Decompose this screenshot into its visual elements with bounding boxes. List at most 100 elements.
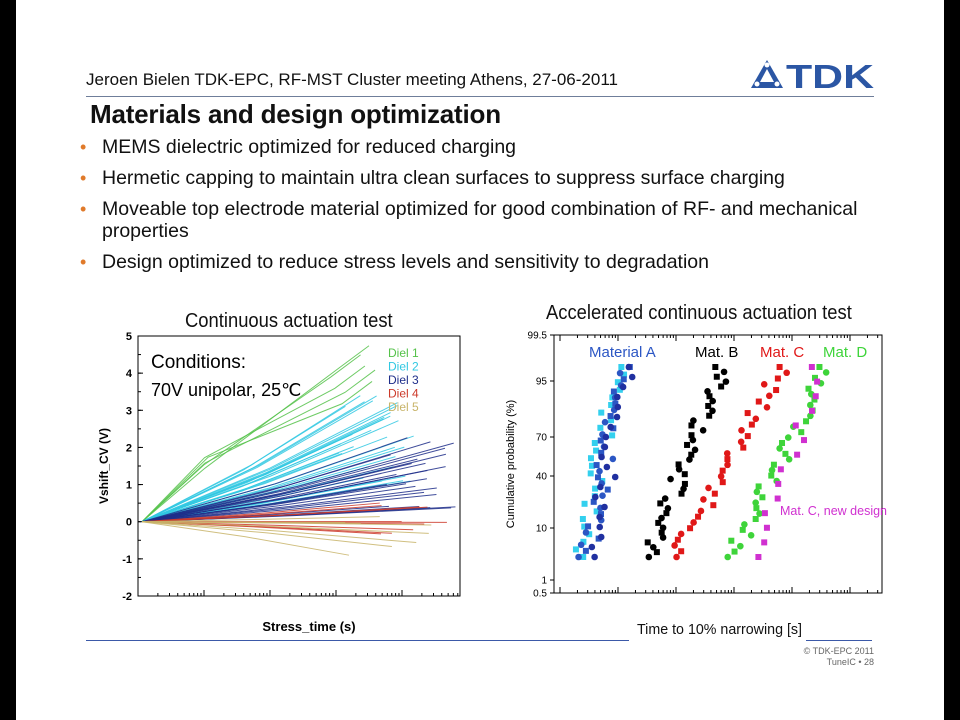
chart2-data-point	[658, 529, 665, 536]
chart2-data-point	[586, 531, 593, 538]
chart2-data-point	[684, 441, 691, 448]
chart2-data-point	[628, 373, 636, 381]
chart2-data-point	[752, 415, 760, 423]
chart2-data-point	[580, 554, 587, 560]
chart2-data-point	[744, 433, 751, 440]
chart1-legend-entry: Diel 1	[388, 346, 419, 360]
chart2-data-point	[812, 393, 819, 400]
chart1-xlabel: Stress_time (s)	[262, 619, 355, 634]
chart2-data-point	[737, 438, 745, 446]
chart2-data-point	[616, 369, 624, 377]
chart1-series-line	[141, 441, 431, 523]
chart2-data-point	[776, 445, 783, 452]
bullet-text: Moveable top electrode material optimize…	[102, 198, 858, 242]
copyright-line: © TDK-EPC 2011	[803, 646, 874, 656]
chart2-data-point	[602, 433, 610, 441]
chart2-data-point	[588, 462, 595, 469]
chart1-series-line	[141, 437, 408, 523]
chart2-data-point	[724, 456, 731, 463]
chart2-data-point	[596, 513, 603, 521]
chart2-data-point	[785, 455, 793, 463]
chart2-data-point	[580, 538, 587, 545]
chart2-data-point	[581, 500, 588, 507]
chart2-data-point	[661, 495, 669, 502]
chart2-data-point	[755, 554, 762, 560]
chart1-series-line	[141, 447, 446, 523]
chart2-data-point	[763, 524, 770, 531]
chart2-data-point	[723, 450, 731, 457]
chart2-data-point	[784, 434, 792, 441]
chart2-data-point	[808, 364, 815, 370]
chart2-data-point	[774, 375, 781, 382]
chart2-data-point	[663, 510, 670, 517]
chart2-data-point	[690, 417, 697, 424]
chart2-data-point	[695, 513, 702, 520]
chart2-data-point	[588, 543, 596, 551]
chart2-data-point	[675, 461, 682, 468]
chart2-data-point	[678, 548, 685, 555]
chart2-data-point	[688, 451, 695, 458]
chart2-data-point	[731, 548, 738, 555]
chart1-ytick-label: 2	[126, 442, 132, 454]
chart2-data-point	[782, 450, 789, 457]
bullet-text: MEMS dielectric optimized for reduced ch…	[102, 136, 517, 158]
header-rule	[86, 96, 874, 97]
chart1-series-line	[141, 485, 416, 523]
chart1-annotation-line1: Conditions:	[151, 352, 246, 373]
chart2-data-point	[705, 402, 712, 409]
chart1-series-line	[141, 516, 380, 523]
chart2-data-point	[783, 369, 790, 377]
chart1-ytick-label: 1	[126, 480, 132, 492]
chart2-data-point	[711, 490, 718, 497]
chart1-legend-entry: Diel 5	[388, 400, 419, 414]
chart2-data-point	[811, 374, 818, 381]
chart2-data-point	[755, 398, 762, 405]
chart2-data-point	[609, 455, 617, 463]
chart2-data-point	[613, 413, 621, 421]
chart2-data-point	[717, 473, 725, 480]
chart2-data-point	[653, 549, 660, 556]
slide-header: Jeroen Bielen TDK-EPC, RF-MST Cluster me…	[86, 70, 618, 89]
chart2-ytick-label: 1	[541, 576, 547, 587]
chart2-data-point	[674, 536, 681, 543]
chart1-series-line	[141, 521, 392, 548]
chart2-data-point	[688, 422, 695, 429]
chart2-data-point	[713, 373, 720, 380]
chart2-data-point	[664, 504, 672, 512]
chart1-series-line	[141, 402, 398, 523]
chart2-data-point	[755, 483, 762, 490]
chart2-data-point	[587, 455, 594, 462]
chart2-data-point	[671, 542, 678, 549]
chart2-data-point	[753, 488, 761, 496]
chart1-legend-entry: Diel 2	[388, 360, 419, 374]
tdk-logo: TDK	[751, 58, 874, 92]
chart2-data-point	[607, 423, 614, 431]
slide-title: Materials and design optimization	[90, 99, 501, 129]
bullet-dot-icon: •	[80, 199, 87, 219]
chart1-ylabel: Vshift_CV (V)	[97, 428, 111, 504]
chart2-data-point	[765, 392, 773, 400]
chart2-data-point	[756, 510, 763, 517]
chart2-data-point	[681, 471, 688, 478]
chart2-data-point	[738, 427, 745, 434]
chart2-data-point	[677, 530, 685, 538]
chart2-data-point	[601, 443, 609, 451]
chart2-data-point	[680, 485, 687, 493]
chart2-data-point	[710, 502, 717, 509]
chart2-data-point	[596, 523, 604, 531]
chart2-data-point	[575, 553, 582, 561]
chart1-series-line	[141, 369, 376, 523]
chart1-series-line	[141, 521, 350, 556]
bullet-item: • Moveable top electrode material optimiz…	[76, 198, 896, 242]
chart2-data-point	[805, 385, 812, 392]
chart1: 5 4 3 2 1 0 -1 -2 Vshift_CV (V) Stress_time (s) Di…	[97, 331, 461, 634]
chart2-data-point	[601, 503, 608, 511]
chart2-data-point	[753, 505, 760, 512]
chart2-data-point	[759, 494, 766, 501]
bullet-dot-icon: •	[80, 137, 87, 157]
chart1-ytick-label: 0	[126, 517, 132, 529]
bullet-item: • Hermetic capping to maintain ultra clea…	[76, 167, 896, 189]
chart2-data-point	[704, 388, 711, 395]
chart2-data-point	[587, 470, 594, 477]
chart2-data-point	[686, 456, 693, 463]
